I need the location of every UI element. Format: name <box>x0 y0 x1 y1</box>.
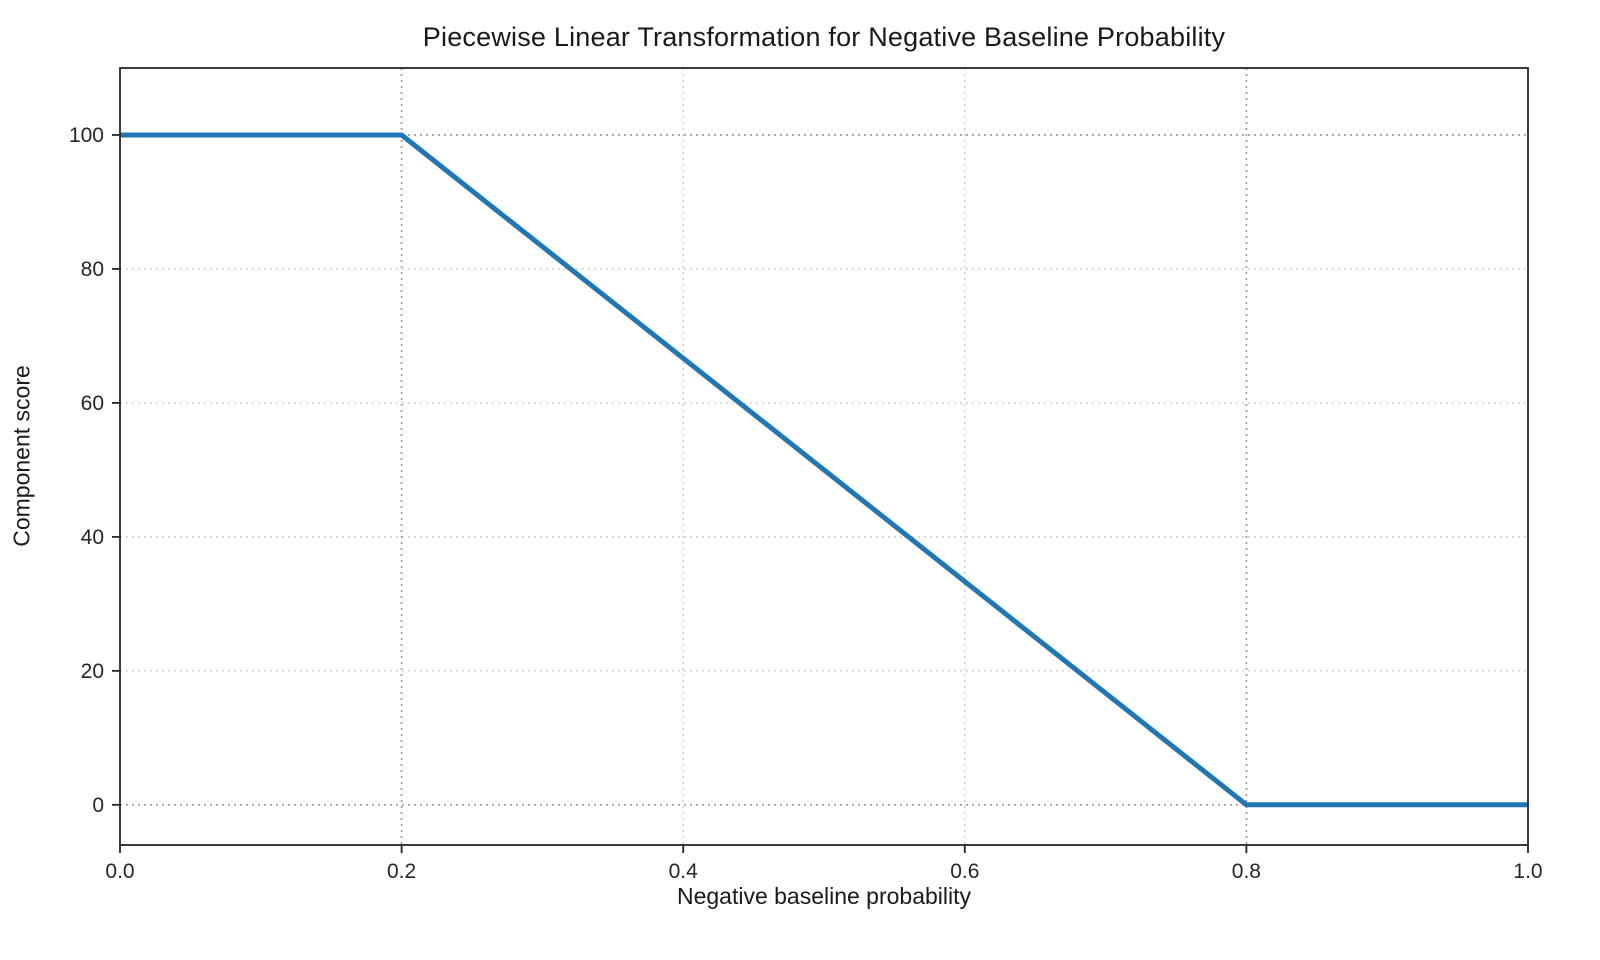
data-line-component-score <box>120 132 1528 808</box>
y-tick-label: 0 <box>92 794 104 817</box>
y-tick-label: 80 <box>81 258 104 281</box>
x-tick-label: 0.4 <box>669 860 699 883</box>
x-tick-label: 1.0 <box>1513 860 1542 883</box>
x-axis-label: Negative baseline probability <box>676 883 972 909</box>
chart-title: Piecewise Linear Transformation for Nega… <box>422 22 1226 52</box>
y-axis-label: Component score <box>8 365 35 547</box>
y-tick-label: 20 <box>81 660 104 683</box>
y-tick-label: 60 <box>81 392 104 415</box>
plot-border <box>119 67 1529 846</box>
x-tick-label: 0.0 <box>105 860 134 883</box>
x-tick-label: 0.8 <box>1232 860 1261 883</box>
x-tick-label: 0.2 <box>387 860 416 883</box>
y-tick-label: 40 <box>81 526 104 549</box>
x-tick-label: 0.6 <box>950 860 979 883</box>
y-tick-label: 100 <box>69 124 104 147</box>
